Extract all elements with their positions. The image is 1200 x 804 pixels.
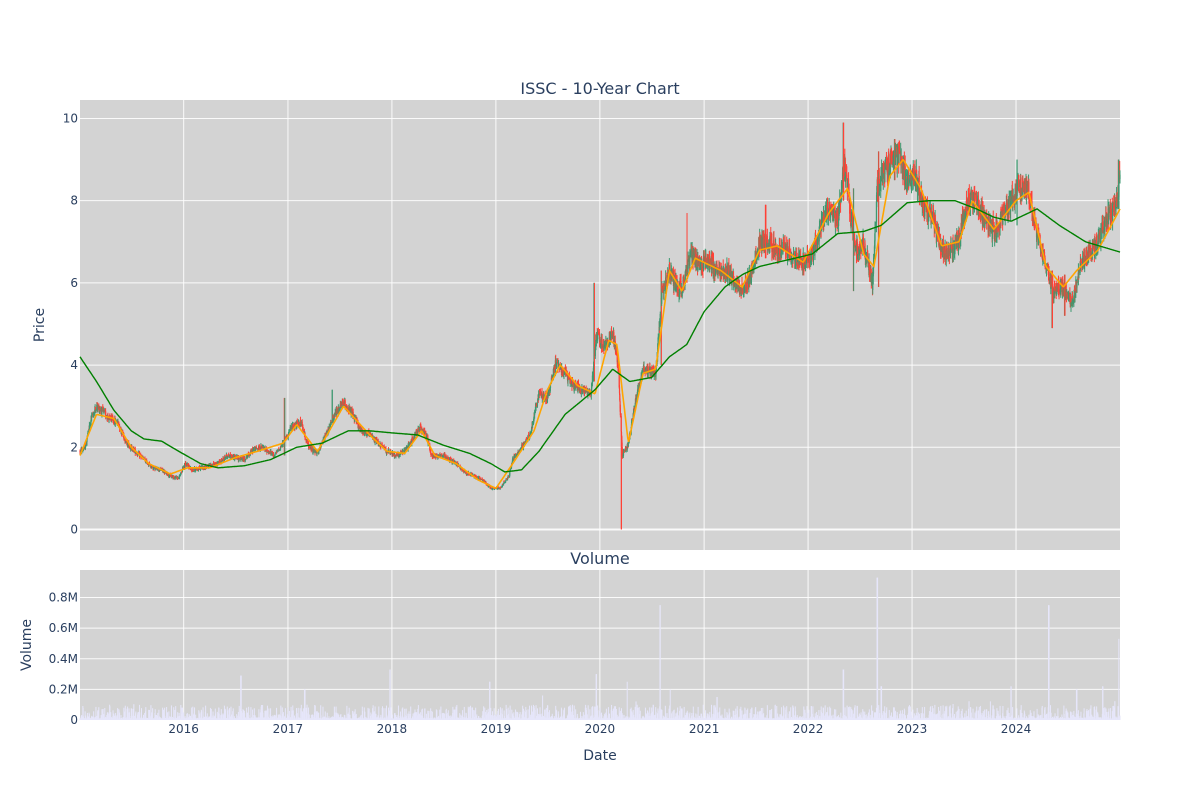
candle-body: [245, 459, 246, 460]
candle-body: [728, 265, 729, 273]
candle-body: [975, 197, 976, 198]
candle-body: [604, 348, 605, 349]
candle-body: [181, 473, 182, 474]
candle-body: [167, 474, 168, 475]
price-y-ticks: 0 2 4 6 8 10: [63, 111, 78, 536]
candle-body: [828, 216, 829, 217]
candle-body: [419, 429, 420, 430]
price-y-tick-label: 0: [70, 522, 78, 536]
candle-body: [855, 244, 856, 245]
candle-body: [221, 459, 222, 460]
candle-body: [281, 447, 282, 448]
candle-body: [919, 176, 920, 182]
candle-body: [619, 386, 620, 393]
candle-body: [382, 445, 383, 446]
candle-body: [1018, 181, 1019, 187]
candle-body: [905, 177, 906, 190]
candle-body: [396, 453, 397, 455]
candle-body: [791, 260, 792, 262]
candle-body: [537, 404, 538, 406]
candle-body: [91, 415, 92, 418]
chart-title: ISSC - 10-Year Chart: [520, 79, 679, 98]
candle-body: [767, 236, 768, 239]
price-y-tick-label: 6: [70, 276, 78, 290]
candle-body: [505, 482, 506, 483]
candle-body: [450, 458, 451, 460]
price-y-tick-label: 10: [63, 111, 78, 125]
candle-body: [992, 234, 993, 239]
candle-body: [195, 469, 196, 471]
candle-body: [307, 440, 308, 444]
candle-body: [621, 416, 622, 432]
candle-body: [273, 452, 274, 456]
price-y-tick-label: 2: [70, 440, 78, 454]
candle-body: [653, 367, 654, 368]
candle-body: [556, 363, 557, 364]
price-y-tick-label: 8: [70, 194, 78, 208]
candle-body: [279, 450, 280, 451]
candle-body: [85, 447, 86, 449]
candle-body: [879, 179, 880, 184]
candle-body: [503, 483, 504, 484]
candle-body: [245, 461, 246, 462]
candle-body: [275, 454, 276, 455]
price-y-tick-label: 4: [70, 358, 78, 372]
candle-body: [430, 450, 431, 453]
